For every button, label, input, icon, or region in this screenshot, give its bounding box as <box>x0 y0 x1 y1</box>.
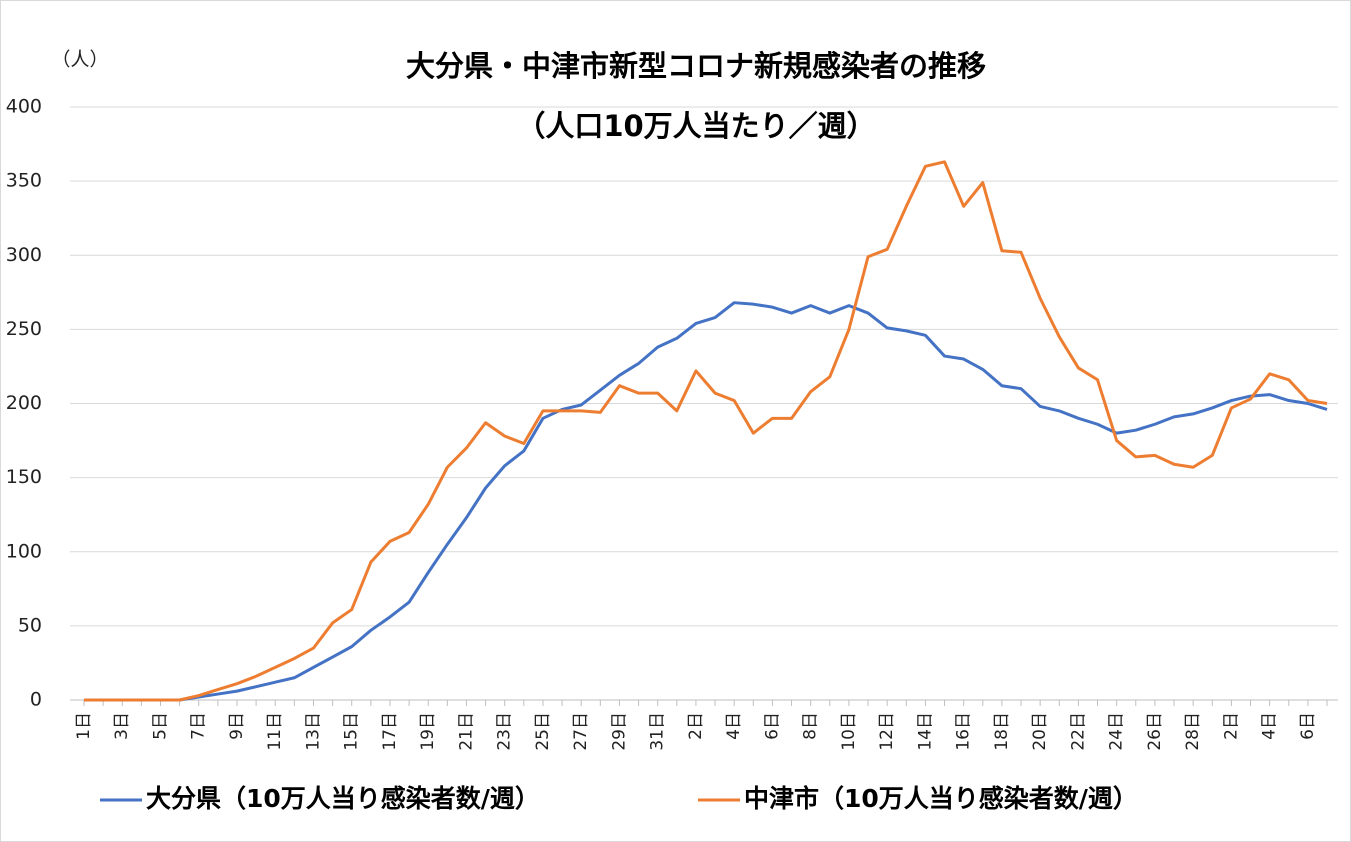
x-tick-label: 8日 <box>801 712 821 740</box>
x-tick-label: 5日 <box>150 712 170 740</box>
chart-title: 大分県・中津市新型コロナ新規感染者の推移 <box>406 49 986 83</box>
x-tick-label: 15日 <box>342 712 362 751</box>
x-tick-label: 16日 <box>954 712 974 751</box>
y-tick-label: 0 <box>30 689 42 711</box>
x-tick-label: 10日 <box>839 712 859 751</box>
x-tick-label: 4日 <box>724 712 744 740</box>
x-tick-label: 7日 <box>189 712 209 740</box>
y-axis-label: （人） <box>51 49 108 71</box>
x-tick-label: 31日 <box>648 712 668 751</box>
x-tick-label: 13日 <box>303 712 323 751</box>
x-tick-label: 28日 <box>1183 712 1203 751</box>
x-tick-label: 18日 <box>992 712 1012 751</box>
y-tick-label: 250 <box>6 318 42 340</box>
x-tick-label: 23日 <box>495 712 515 751</box>
x-tick-label: 29日 <box>609 712 629 751</box>
legend-label: 中津市（10万人当り感染者数/週） <box>744 784 1138 813</box>
x-tick-label: 6日 <box>1298 712 1318 740</box>
y-tick-label: 400 <box>6 96 42 118</box>
y-tick-label: 200 <box>6 392 42 414</box>
x-tick-label: 2日 <box>1221 712 1241 740</box>
data-line <box>84 160 1328 702</box>
y-tick-label: 350 <box>6 170 42 192</box>
y-tick-label: 100 <box>6 540 42 562</box>
x-tick-label: 14日 <box>915 712 935 751</box>
x-tick-label: 9日 <box>227 712 247 740</box>
x-tick-label: 27日 <box>571 712 591 751</box>
chart-subtitle: （人口10万人当たり／週） <box>516 109 875 143</box>
x-tick-label: 17日 <box>380 712 400 751</box>
x-tick-label: 11日 <box>265 712 285 751</box>
x-tick-label: 21日 <box>456 712 476 751</box>
x-tick-label: 22日 <box>1068 712 1088 751</box>
y-tick-label: 50 <box>18 614 42 636</box>
x-tick-label: 26日 <box>1145 712 1165 751</box>
x-tick-label: 2日 <box>686 712 706 740</box>
x-tick-label: 25日 <box>533 712 553 751</box>
data-line <box>84 301 1328 702</box>
x-tick-label: 12日 <box>877 712 897 751</box>
x-tick-label: 20日 <box>1030 712 1050 751</box>
x-tick-label: 6日 <box>762 712 782 740</box>
legend-label: 大分県（10万人当り感染者数/週） <box>146 784 540 813</box>
y-tick-label: 150 <box>6 466 42 488</box>
x-tick-label: 3日 <box>112 712 132 740</box>
x-tick-label: 1日 <box>74 712 94 740</box>
x-tick-label: 4日 <box>1260 712 1280 740</box>
y-tick-label: 300 <box>6 244 42 266</box>
x-tick-label: 24日 <box>1107 712 1127 751</box>
x-tick-label: 19日 <box>418 712 438 751</box>
